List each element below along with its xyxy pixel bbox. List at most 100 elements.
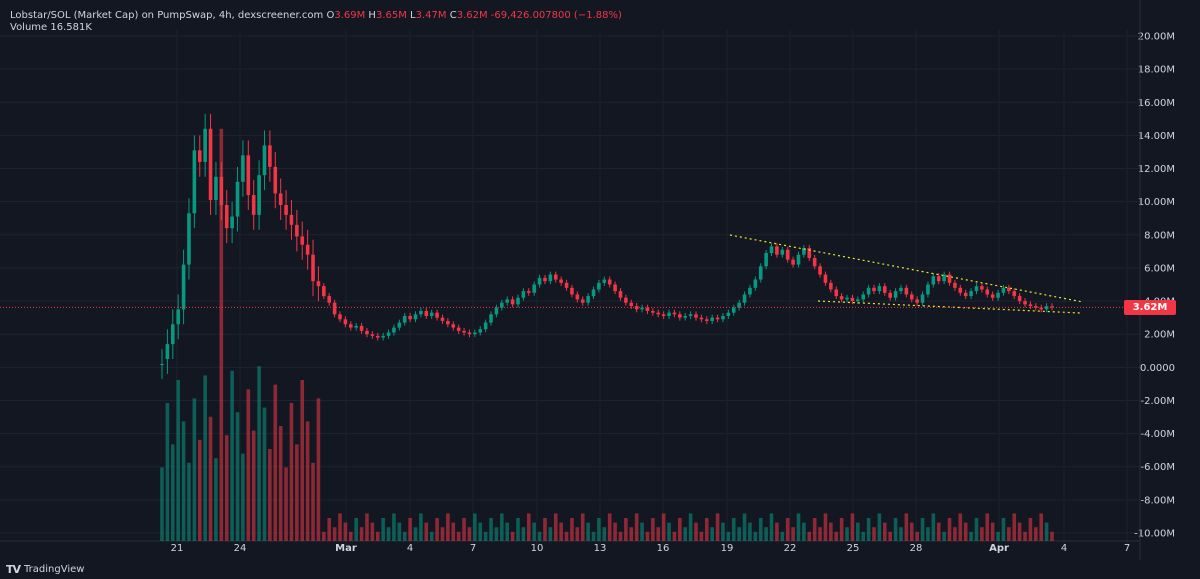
y-tick-label: 0.0000 <box>1140 363 1175 374</box>
volume-bar <box>640 522 644 541</box>
volume-bar <box>332 527 337 541</box>
y-tick-label: 6.00M <box>1144 263 1175 274</box>
volume-bar <box>888 531 892 541</box>
candle-body <box>920 294 925 303</box>
candle-body <box>866 287 871 295</box>
candle-body <box>629 302 634 307</box>
candle-body <box>214 176 218 201</box>
volume-bar <box>440 527 445 541</box>
volume-bar <box>861 531 866 541</box>
candle-body <box>764 253 768 267</box>
candle-body <box>295 224 299 237</box>
volume-bar <box>543 518 547 541</box>
volume-bar <box>1028 518 1033 541</box>
volume-bar <box>807 531 812 541</box>
volume-bar <box>1044 522 1049 541</box>
candle-body <box>1039 307 1044 310</box>
candle-body <box>316 281 321 287</box>
volume-bar <box>489 518 493 541</box>
volume-bar <box>300 380 305 541</box>
volume-bar <box>289 403 294 541</box>
candle-body <box>440 317 445 321</box>
candle-body <box>1028 304 1033 307</box>
volume-bar <box>500 513 504 541</box>
candle-body <box>742 294 747 303</box>
volume-bar <box>187 462 191 541</box>
candle-body <box>505 299 510 303</box>
volume-bar <box>882 522 887 541</box>
candle-body <box>446 320 450 325</box>
candle-body <box>758 266 763 280</box>
candle-body <box>381 335 385 338</box>
volume-bar <box>753 531 758 541</box>
candle-body <box>580 299 585 303</box>
volume-legend: Volume 16.581K <box>10 22 92 33</box>
volume-bar <box>602 527 607 541</box>
volume-bar <box>246 389 251 541</box>
volume-bar <box>667 522 671 541</box>
candle-body <box>564 282 569 288</box>
volume-bar <box>926 527 930 541</box>
candle-body <box>688 314 693 316</box>
candle-body <box>1001 287 1006 293</box>
volume-bar <box>505 522 510 541</box>
volume-bar <box>343 522 348 541</box>
volume-bar <box>224 435 229 541</box>
volume-bar <box>775 522 779 541</box>
volume-bar <box>769 513 774 541</box>
x-tick-label: Apr <box>989 543 1009 554</box>
x-tick-label: 28 <box>910 543 923 554</box>
close-label: C <box>449 10 457 21</box>
y-tick-label: 14.00M <box>1138 131 1175 142</box>
candle-body <box>1012 291 1017 297</box>
candle-body <box>737 302 741 308</box>
candle-body <box>850 297 855 302</box>
volume-bar <box>834 531 839 541</box>
candle-body <box>904 287 909 295</box>
volume-bar <box>392 513 396 541</box>
candle-body <box>872 287 876 292</box>
candle-body <box>640 307 644 310</box>
volume-bar <box>311 462 315 541</box>
candle-body <box>386 332 391 336</box>
open-label: O <box>326 10 335 21</box>
candle-body <box>1050 306 1054 308</box>
candle-body <box>699 317 704 320</box>
candle-body <box>553 274 558 280</box>
y-tick-label: 20.00M <box>1138 32 1175 43</box>
candle-body <box>575 294 580 300</box>
volume-bar <box>850 513 855 541</box>
candle-body <box>807 248 812 258</box>
volume-bar <box>985 513 990 541</box>
volume-bar <box>424 522 429 541</box>
volume-bar <box>899 527 903 541</box>
candle-body <box>775 246 779 255</box>
volume-bar <box>920 518 925 541</box>
tradingview-name: TradingView <box>24 564 85 575</box>
candle-body <box>812 257 817 267</box>
candle-body <box>392 327 396 333</box>
volume-bar <box>634 513 639 541</box>
candle-body <box>882 286 887 293</box>
candle-body <box>413 314 418 320</box>
volume-bar <box>931 513 936 541</box>
x-tick-label: 7 <box>470 543 476 554</box>
candle-body <box>661 314 666 316</box>
candle-body <box>251 195 256 215</box>
volume-bar <box>397 522 402 541</box>
volume-bar <box>192 398 197 541</box>
volume-bar <box>208 416 213 541</box>
candle-body <box>731 307 736 313</box>
candle-body <box>230 216 234 229</box>
volume-bar <box>160 467 164 541</box>
candle-body <box>354 325 358 328</box>
candle-body <box>915 299 919 303</box>
candle-body <box>645 307 650 312</box>
candle-body <box>597 282 601 290</box>
tradingview-brand[interactable]: TV TradingView <box>6 563 84 576</box>
candle-body <box>834 289 839 297</box>
volume-bar <box>591 531 596 541</box>
volume-bar <box>812 518 817 541</box>
candle-body <box>375 335 380 338</box>
